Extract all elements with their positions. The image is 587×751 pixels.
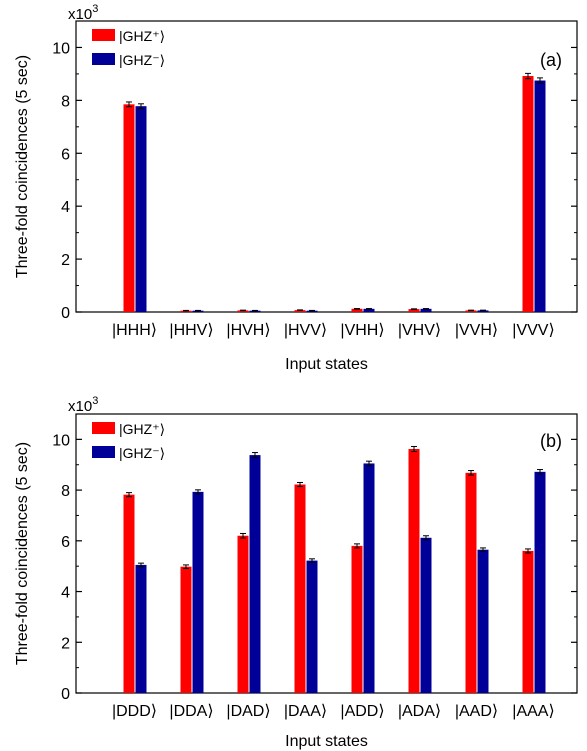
legend-label-ghz-minus: |GHZ⁻⟩	[119, 52, 165, 68]
legend-swatch-ghz-plus	[92, 29, 115, 41]
bar-ghz-minus	[249, 455, 261, 693]
bar-ghz-minus	[306, 560, 318, 693]
y-tick-label: 2	[61, 635, 70, 652]
y-tick-label: 10	[52, 40, 70, 57]
bar-ghz-minus	[135, 564, 147, 693]
x-tick-label: |DDD⟩	[112, 703, 157, 720]
y-axis-label: Three-fold coincidences (5 sec)	[14, 442, 31, 665]
bar-ghz-plus	[237, 310, 249, 312]
x-tick-label: |DDA⟩	[169, 703, 213, 720]
bar-ghz-plus	[522, 550, 534, 693]
y-tick-label: 2	[61, 252, 70, 269]
bar-ghz-minus	[420, 537, 432, 693]
y-tick-label: 4	[61, 199, 70, 216]
bar-ghz-minus	[135, 106, 147, 312]
bar-ghz-minus	[477, 549, 489, 693]
y-exponent-power: 3	[92, 3, 98, 15]
bar-ghz-plus	[180, 566, 192, 693]
y-axis-label: Three-fold coincidences (5 sec)	[14, 55, 31, 278]
x-tick-label: |HHH⟩	[112, 322, 157, 339]
bar-ghz-plus	[237, 535, 249, 693]
bar-ghz-minus	[534, 80, 546, 312]
bar-ghz-plus	[465, 310, 477, 312]
legend-swatch-ghz-minus	[92, 53, 115, 65]
y-tick-label: 8	[61, 93, 70, 110]
bar-ghz-minus	[477, 310, 489, 312]
x-tick-label: |ADA⟩	[398, 703, 441, 720]
y-exponent-power: 3	[92, 395, 98, 407]
bar-ghz-minus	[192, 491, 204, 693]
x-axis-label: Input states	[285, 356, 368, 373]
bar-ghz-minus	[534, 471, 546, 693]
x-axis-label: Input states	[285, 733, 368, 750]
x-tick-label: |HHV⟩	[169, 322, 213, 339]
chart-panel-a: 0 2 4 6 8 10 x103 Three-fold coincidences (5 se…	[14, 3, 578, 373]
chart-panel-b: 0 2 4 6 8 10 x103 Three-fold coincidences (5 se…	[14, 395, 578, 750]
x-tick-label: |AAD⟩	[455, 703, 498, 720]
plot-frame	[75, 413, 578, 694]
bar-ghz-plus	[123, 494, 135, 693]
bar-ghz-plus	[408, 449, 420, 693]
bar-ghz-minus	[363, 308, 375, 312]
x-tick-label: |DAA⟩	[284, 703, 327, 720]
bar-ghz-plus	[123, 104, 135, 312]
bar-ghz-plus	[294, 484, 306, 693]
y-exponent-label: x103	[68, 395, 98, 415]
legend-label-ghz-plus: |GHZ⁺⟩	[119, 28, 165, 44]
y-tick-label: 6	[61, 534, 70, 551]
x-tick-label: |AAA⟩	[512, 703, 554, 720]
legend-swatch-ghz-plus	[92, 422, 115, 434]
legend-label-ghz-minus: |GHZ⁻⟩	[119, 445, 165, 461]
x-tick-label: |VHV⟩	[398, 322, 441, 339]
bar-ghz-plus	[351, 545, 363, 693]
y-exponent-label: x103	[68, 3, 98, 23]
y-exponent-base: x10	[68, 398, 92, 415]
plot-frame	[75, 20, 578, 313]
x-tick-label: |VVH⟩	[455, 322, 498, 339]
y-tick-label: 0	[61, 686, 70, 703]
bar-ghz-plus	[522, 76, 534, 312]
y-tick-label: 8	[61, 483, 70, 500]
bar-ghz-plus	[408, 309, 420, 312]
x-tick-label: |VHH⟩	[340, 322, 384, 339]
bar-ghz-plus	[351, 308, 363, 312]
legend-swatch-ghz-minus	[92, 446, 115, 458]
panel-label: (b)	[540, 431, 562, 451]
x-tick-label: |DAD⟩	[226, 703, 270, 720]
legend-label-ghz-plus: |GHZ⁺⟩	[119, 421, 165, 437]
panel-label: (a)	[540, 50, 562, 70]
y-tick-label: 10	[52, 432, 70, 449]
bar-ghz-minus	[420, 308, 432, 312]
y-tick-label: 6	[61, 146, 70, 163]
x-tick-label: |HVH⟩	[226, 322, 270, 339]
y-tick-label: 0	[61, 305, 70, 322]
x-tick-label: |ADD⟩	[340, 703, 384, 720]
y-exponent-base: x10	[68, 6, 92, 23]
y-tick-label: 4	[61, 585, 70, 602]
bar-ghz-minus	[363, 463, 375, 693]
bar-ghz-plus	[465, 472, 477, 693]
x-tick-label: |HVV⟩	[284, 322, 327, 339]
x-tick-label: |VVV⟩	[512, 322, 554, 339]
bar-ghz-plus	[294, 310, 306, 312]
